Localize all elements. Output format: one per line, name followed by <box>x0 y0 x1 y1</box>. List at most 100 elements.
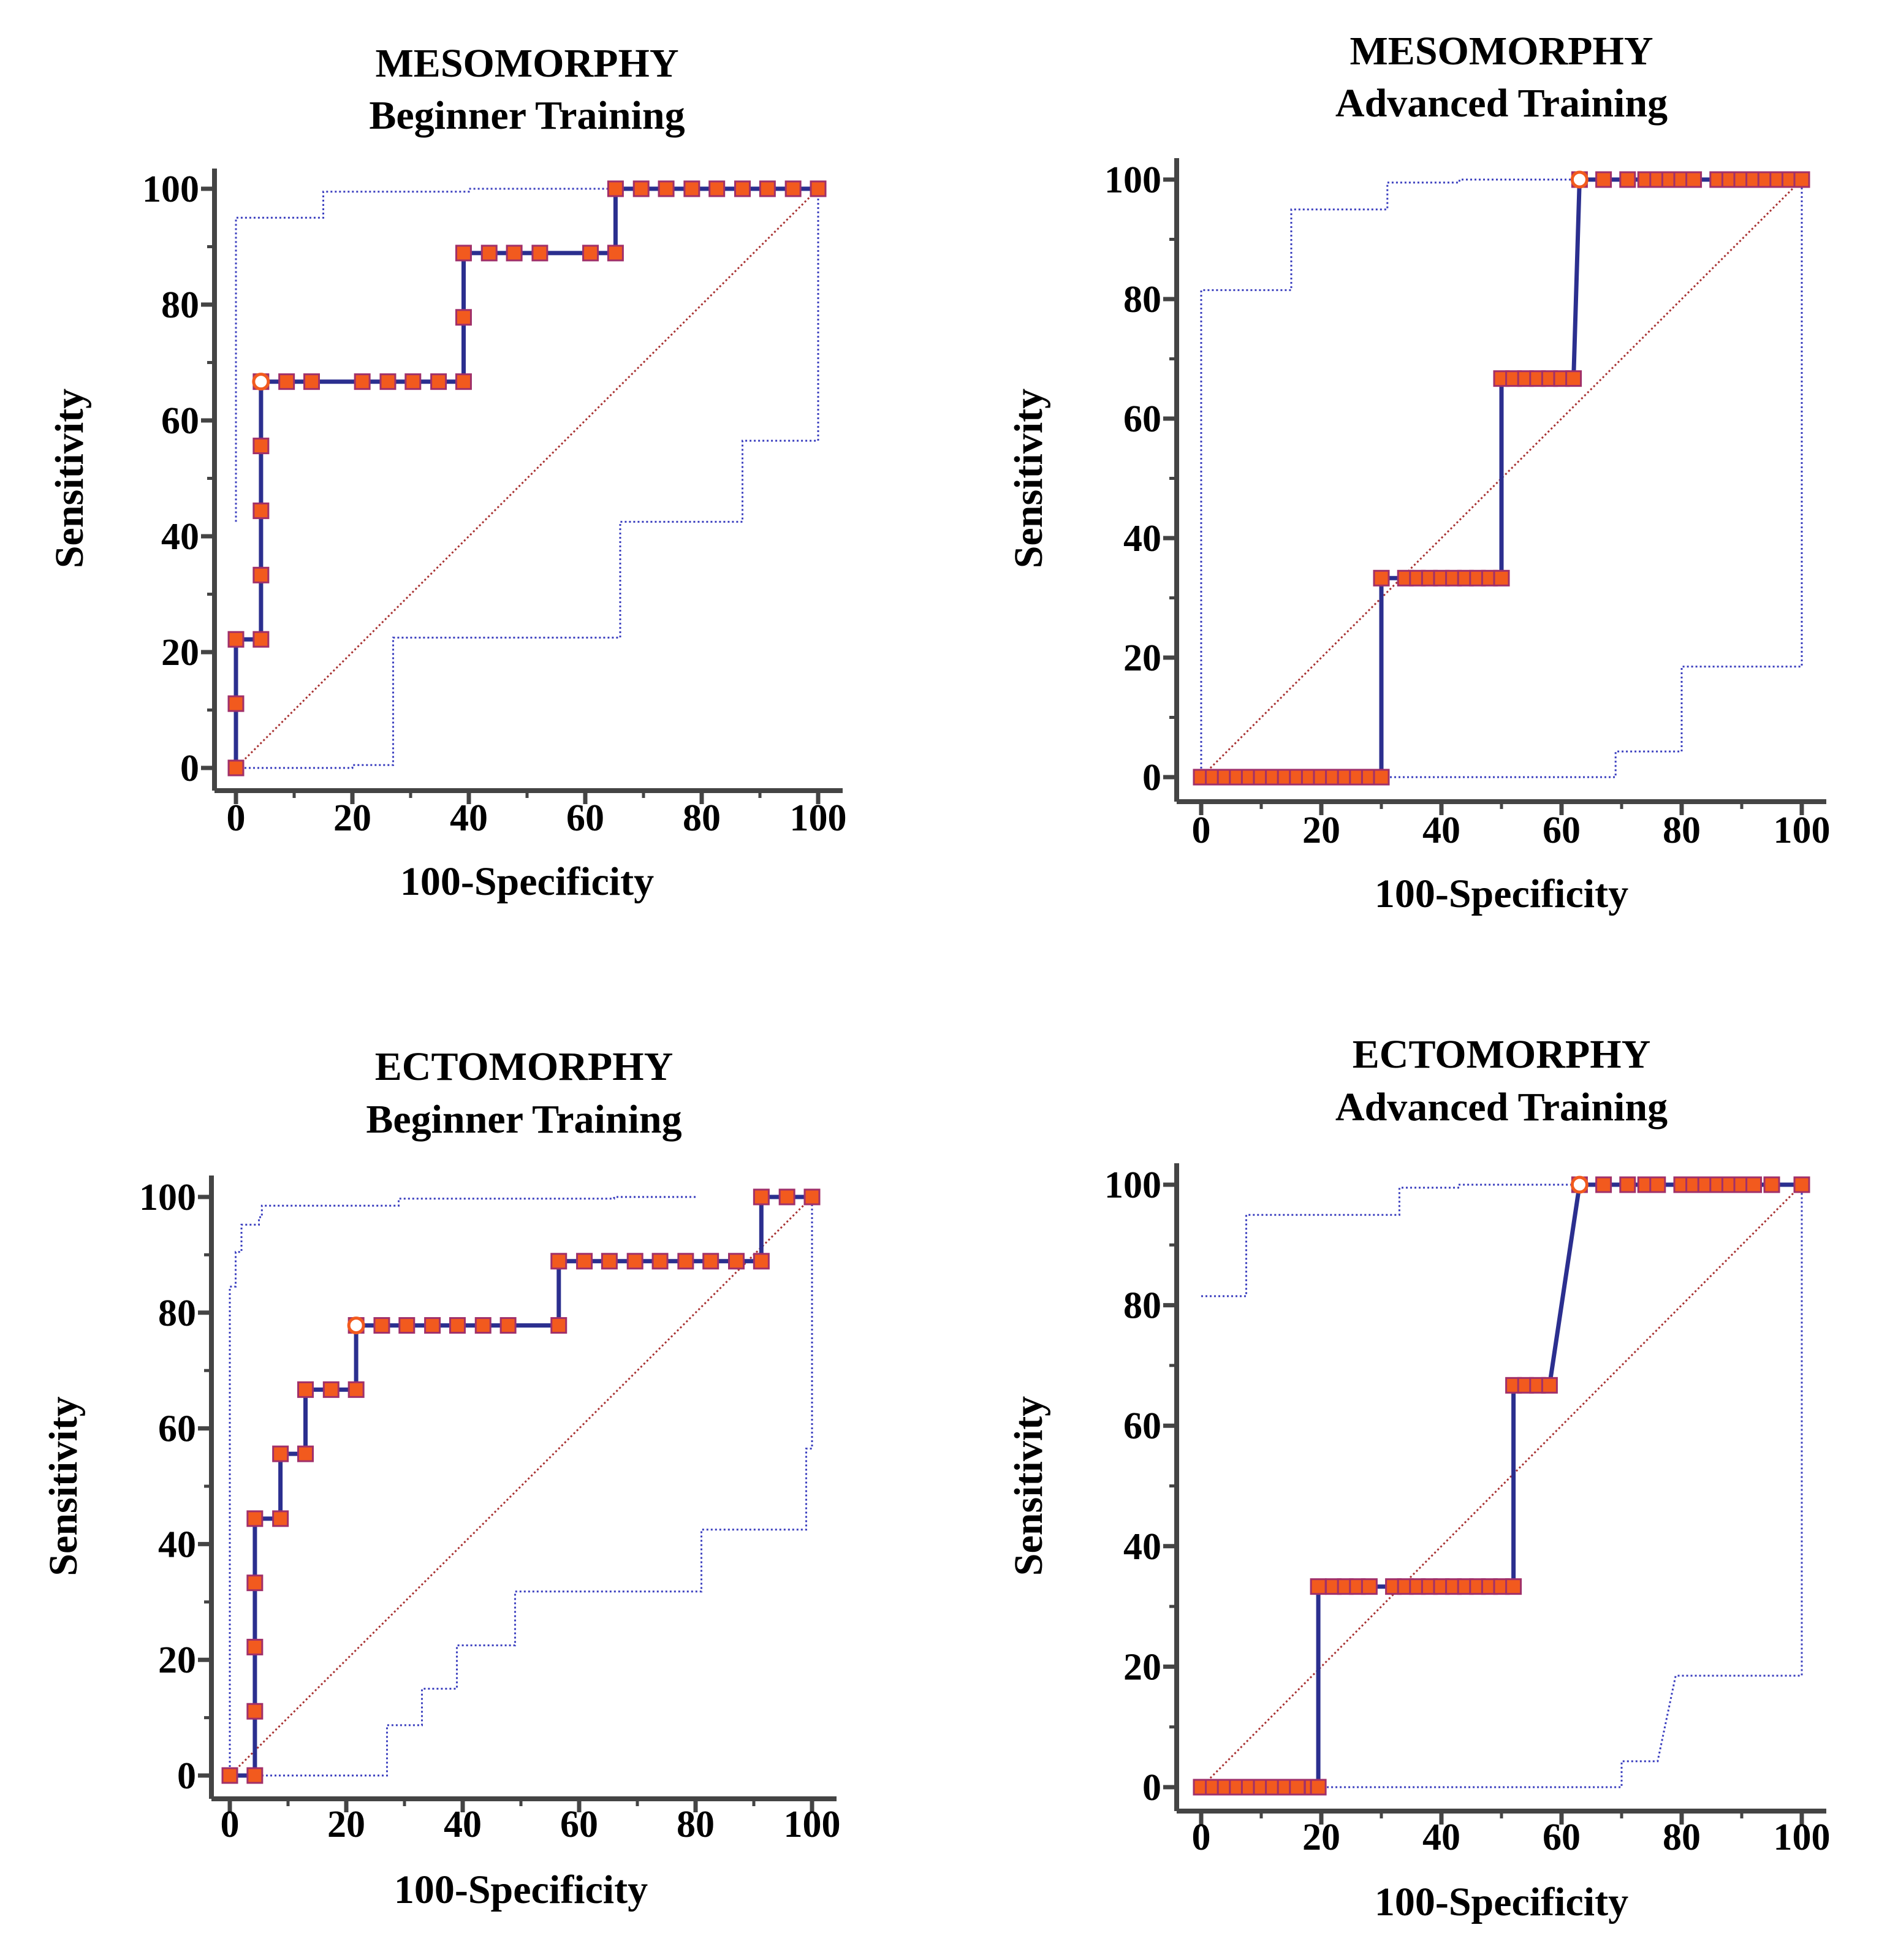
x-tick-label: 100 <box>1774 810 1831 851</box>
x-tick-label: 100 <box>790 797 847 839</box>
roc-point-marker <box>1745 1176 1763 1193</box>
y-tick-label: 80 <box>161 284 199 326</box>
roc-point-marker <box>1373 569 1390 587</box>
x-tick-label: 20 <box>1302 810 1340 851</box>
upper-confidence-bound <box>229 1196 696 1776</box>
y-tick-label: 40 <box>1123 1526 1161 1568</box>
y-tick-label: 100 <box>142 169 199 210</box>
chart-subtitle: Beginner Training <box>366 1097 681 1142</box>
optimal-cutoff-point <box>347 1316 365 1335</box>
roc-point-marker <box>1595 171 1612 188</box>
upper-confidence-bound <box>1200 178 1802 777</box>
roc-point-marker <box>455 245 472 262</box>
optimal-cutoff-point <box>1570 170 1589 189</box>
roc-point-marker <box>550 1317 568 1334</box>
y-tick-label: 20 <box>1123 1646 1161 1688</box>
x-tick-label: 60 <box>1543 1817 1581 1858</box>
roc-point-marker <box>607 245 624 262</box>
roc-point-marker <box>221 1767 238 1784</box>
y-tick-label: 80 <box>1123 279 1161 321</box>
y-tick-label: 60 <box>1123 398 1161 440</box>
roc-point-marker <box>778 1188 795 1206</box>
x-tick-label: 0 <box>1192 810 1211 851</box>
y-tick-label: 60 <box>158 1408 196 1450</box>
roc-point-marker <box>246 1638 264 1655</box>
upper-confidence-bound <box>1201 1183 1802 1297</box>
roc-point-marker <box>728 1253 745 1270</box>
x-tick-label: 40 <box>1422 1817 1460 1858</box>
roc-point-marker <box>227 759 245 777</box>
y-tick-label: 60 <box>1123 1405 1161 1447</box>
roc-point-marker <box>455 309 472 326</box>
roc-point-marker <box>354 373 371 390</box>
roc-point-marker <box>1619 171 1636 188</box>
roc-point-marker <box>1289 1779 1306 1796</box>
x-axis-label: 100-Specificity <box>400 859 654 904</box>
roc-point-marker <box>506 245 523 262</box>
y-axis-label: Sensitivity <box>1006 389 1051 568</box>
roc-point-marker <box>227 695 245 712</box>
roc-point-marker <box>379 373 397 390</box>
lower-confidence-bound <box>253 1197 813 1777</box>
y-axis-label: Sensitivity <box>41 1396 86 1576</box>
roc-point-marker <box>1505 1578 1522 1595</box>
x-tick-label: 80 <box>677 1804 715 1845</box>
roc-point-marker <box>626 1253 643 1270</box>
y-tick-label: 100 <box>1104 159 1161 201</box>
roc-panel-3: ECTOMORPHY Beginner Training 0 20 40 60 80 100 0… <box>41 1044 841 1912</box>
x-tick-label: 0 <box>221 1804 240 1845</box>
roc-point-marker <box>677 1253 694 1270</box>
roc-point-marker <box>246 1767 264 1784</box>
roc-point-marker <box>1595 1176 1612 1193</box>
roc-point-marker <box>1649 1176 1666 1193</box>
x-tick-label: 20 <box>327 1804 365 1845</box>
roc-point-marker <box>1541 1377 1558 1394</box>
chart-title: MESOMORPHY <box>376 41 679 86</box>
roc-point-marker <box>1310 1578 1327 1595</box>
roc-point-marker <box>297 1381 314 1398</box>
y-tick-label: 100 <box>139 1177 196 1218</box>
y-tick-label: 20 <box>161 632 199 674</box>
x-axis-label: 100-Specificity <box>1375 872 1628 916</box>
x-tick-label: 0 <box>1192 1817 1211 1858</box>
roc-point-marker <box>252 502 270 519</box>
roc-point-marker <box>702 1253 719 1270</box>
roc-panel-4: ECTOMORPHY Advanced Training 0 20 40 60 80 100 0… <box>1006 1032 1831 1924</box>
roc-point-marker <box>246 1574 264 1592</box>
x-tick-label: 80 <box>1663 1817 1701 1858</box>
y-tick-label: 80 <box>1123 1285 1161 1327</box>
x-tick-label: 60 <box>1543 810 1581 851</box>
roc-point-marker <box>658 180 675 197</box>
roc-point-marker <box>246 1510 264 1527</box>
chart-title: ECTOMORPHY <box>375 1044 673 1089</box>
x-axis-label: 100-Specificity <box>394 1867 648 1912</box>
roc-point-marker <box>632 180 650 197</box>
roc-point-marker <box>480 245 498 262</box>
chart-title: MESOMORPHY <box>1350 29 1653 74</box>
roc-point-marker <box>322 1381 340 1398</box>
roc-point-marker <box>576 1253 593 1270</box>
roc-point-marker <box>449 1317 466 1334</box>
x-tick-label: 40 <box>1422 810 1460 851</box>
roc-point-marker <box>1793 1176 1810 1193</box>
roc-point-marker <box>252 631 270 648</box>
chart-subtitle: Advanced Training <box>1335 81 1668 126</box>
y-tick-label: 0 <box>1142 1767 1161 1809</box>
roc-panel-2: MESOMORPHY Advanced Training 0 20 40 60 80 100 0… <box>1006 29 1831 916</box>
roc-point-marker <box>753 1188 770 1206</box>
chart-subtitle: Advanced Training <box>1335 1085 1668 1130</box>
roc-point-marker <box>1565 370 1582 387</box>
y-tick-label: 20 <box>1123 637 1161 679</box>
roc-point-marker <box>474 1317 492 1334</box>
roc-point-marker <box>278 373 295 390</box>
roc-point-marker <box>499 1317 517 1334</box>
roc-point-marker <box>455 373 472 390</box>
roc-point-marker <box>1361 1578 1378 1595</box>
optimal-cutoff-point <box>1570 1176 1589 1194</box>
x-tick-label: 80 <box>1663 810 1701 851</box>
roc-point-marker <box>734 180 751 197</box>
x-tick-label: 40 <box>444 1804 482 1845</box>
diagonal-reference-line <box>1200 1183 1803 1788</box>
y-tick-label: 100 <box>1104 1164 1161 1206</box>
optimal-cutoff-point <box>252 373 270 391</box>
